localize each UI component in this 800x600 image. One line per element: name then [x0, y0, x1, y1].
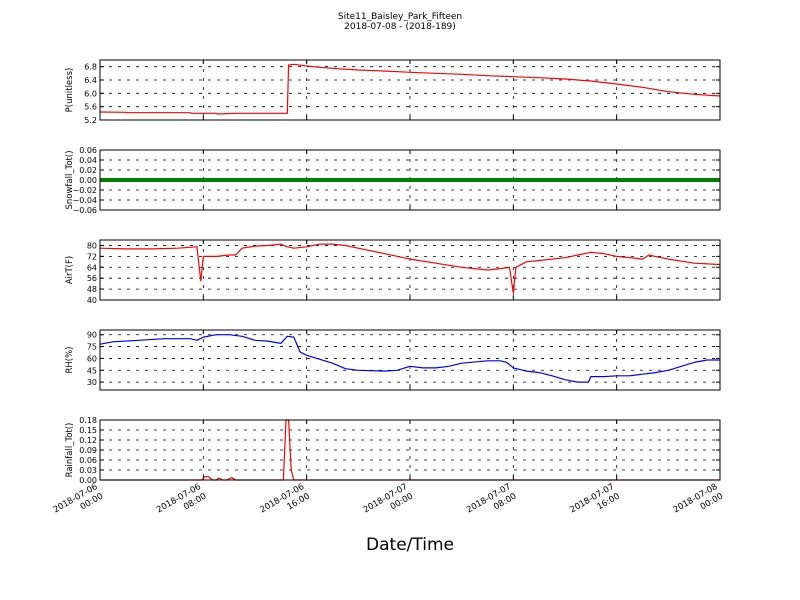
x-tick-label: 2018-07-0708:00 — [465, 482, 518, 525]
x-tick-label: 2018-07-0716:00 — [568, 482, 621, 525]
x-tick-label: 2018-07-0700:00 — [362, 482, 415, 525]
y-axis-label: P(unitless) — [65, 68, 75, 113]
y-tick-label: 0.06 — [79, 456, 97, 465]
y-tick-label: 0.09 — [79, 446, 97, 455]
x-tick-label: 2018-07-0600:00 — [52, 482, 105, 525]
series-line — [100, 419, 720, 481]
x-tick-label: 2018-07-0800:00 — [672, 482, 725, 525]
y-tick-label: 75 — [87, 343, 97, 352]
y-axis-label: Snowfall_Tot() — [65, 150, 75, 209]
y-tick-label: 0.12 — [79, 436, 97, 445]
plot-frame — [99, 59, 721, 121]
series-line — [99, 63, 721, 115]
y-tick-label: 45 — [87, 366, 97, 375]
chart-panels: 5.2 5.6 6.0 6.4 6.8 P(unitless) −0.06−0.04−0.0… — [65, 59, 721, 485]
x-tick-label: 2018-07-0616:00 — [258, 482, 311, 525]
y-tick-label: 30 — [87, 378, 97, 387]
y-tick-label: 80 — [87, 241, 97, 250]
x-tick-label: 2018-07-0608:00 — [155, 482, 208, 525]
y-tick-label: 0.06 — [79, 146, 97, 155]
y-tick-label: 0.18 — [79, 416, 97, 425]
y-tick-label: 6.8 — [84, 63, 97, 72]
y-tick-label: 64 — [87, 263, 97, 272]
series-line — [99, 243, 721, 294]
y-tick-label: 60 — [87, 354, 97, 363]
panel-1: 5.2 5.6 6.0 6.4 6.8 P(unitless) — [65, 59, 721, 125]
x-axis-ticks: 2018-07-0600:00 2018-07-0608:00 2018-07-06… — [52, 482, 725, 525]
panel-3: 40 48 56 64 72 80 AirT(F) — [65, 239, 721, 305]
y-tick-label: 0.00 — [79, 476, 97, 485]
panel-4: 30 45 60 75 90 RH(%) — [65, 329, 721, 391]
y-tick-label: −0.04 — [72, 196, 97, 205]
y-axis-label: RH(%) — [65, 346, 75, 373]
y-tick-label: 0.04 — [79, 156, 97, 165]
y-tick-label: 56 — [87, 274, 97, 283]
y-tick-label: −0.06 — [72, 206, 97, 215]
panel-5: 0.000.030.060.090.120.150.18 Rainfall_Tot… — [65, 416, 721, 485]
y-tick-label: 5.2 — [84, 116, 97, 125]
chart-title: Site11_Baisley_Park_Fifteen — [338, 12, 462, 22]
y-tick-label: 6.0 — [84, 89, 97, 98]
y-tick-label: 72 — [87, 252, 97, 261]
y-axis-label: Rainfall_Tot() — [65, 423, 75, 478]
y-tick-label: 5.6 — [84, 103, 97, 112]
plot-frame — [99, 329, 721, 391]
y-tick-label: −0.02 — [72, 186, 97, 195]
y-tick-label: 90 — [87, 331, 97, 340]
plot-frame — [99, 239, 721, 301]
y-tick-label: 0.00 — [79, 176, 97, 185]
plot-frame — [99, 149, 721, 211]
y-tick-label: 6.4 — [84, 76, 97, 85]
y-axis-label: AirT(F) — [65, 256, 75, 284]
panel-2: −0.06−0.04−0.020.000.020.040.06 Snowfall_… — [65, 146, 721, 215]
y-tick-label: 0.02 — [79, 166, 97, 175]
y-tick-label: 40 — [87, 296, 97, 305]
y-tick-label: 0.03 — [79, 466, 97, 475]
chart-subtitle: 2018-07-08 - (2018-189) — [344, 22, 456, 32]
x-axis-label: Date/Time — [366, 535, 454, 555]
plot-frame — [99, 419, 721, 481]
y-tick-label: 0.15 — [79, 426, 97, 435]
series-line — [99, 334, 720, 383]
y-tick-label: 48 — [87, 285, 97, 294]
